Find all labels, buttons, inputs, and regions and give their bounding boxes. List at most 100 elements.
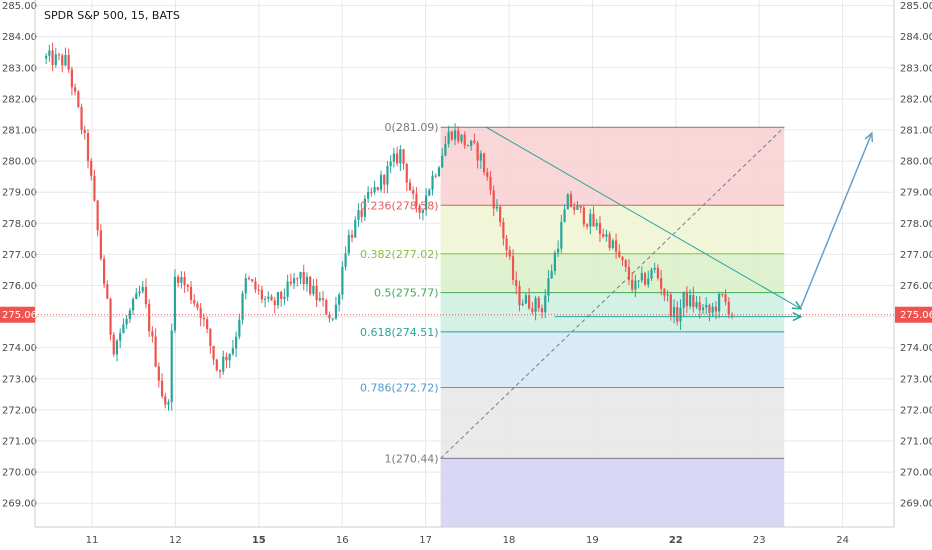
candle-body [247,278,251,280]
candle-body [640,273,643,281]
candle-body [218,370,222,372]
fib-level-label: 0.5(275.77) [374,287,439,300]
candle-body [254,281,257,290]
candle-body [144,287,148,305]
candle-body [392,153,395,162]
candle-body [64,55,67,66]
candle-body [93,175,96,201]
candle-body [544,295,547,313]
y-tick-label-left: 276.00 [2,281,37,292]
x-tick-label: 18 [503,535,516,546]
candle-body [231,348,234,354]
candle-body [302,271,305,285]
current-price-tag-right [895,306,932,323]
candle-body [373,187,376,193]
candle-body [270,296,273,301]
x-tick-label: 12 [169,535,182,546]
candle-body [669,294,672,317]
y-tick-label-right: 277.00 [900,250,932,261]
candle-body [131,298,135,311]
candle-body [453,130,457,140]
candle-body [727,301,730,315]
candle-body [492,190,495,209]
candle-body [412,190,415,194]
candle-body [215,359,218,371]
candle-body [421,210,424,213]
fib-trend-diagonal[interactable] [440,126,785,459]
candle-body [573,206,576,210]
candle-body [167,402,170,405]
candle-body [48,50,51,56]
candle-body [656,267,660,279]
candle-body [486,172,489,177]
candle-body [695,302,698,308]
candle-body [125,318,128,325]
candle-body [540,308,544,313]
fib-zone [440,292,785,332]
candle-body [357,210,360,221]
candle-body [489,176,492,191]
y-tick-label-right: 283.00 [900,63,932,74]
y-tick-label-left: 282.00 [2,94,37,105]
y-tick-label-right: 281.00 [900,126,932,137]
candle-body [463,134,466,146]
current-price-tag-left [0,306,35,323]
candle-body [228,353,231,361]
candle-body [360,210,363,217]
candle-body [135,293,138,299]
candle-body [547,278,550,296]
candle-body [718,293,721,312]
candle-body [634,280,637,290]
trendline-drawings[interactable] [440,126,874,459]
candle-body [376,187,379,190]
candle-body [428,189,431,196]
y-tick-label-left: 278.00 [2,219,37,230]
candle-body [602,234,605,237]
candle-body [505,238,508,251]
candle-body [119,333,122,341]
candle-body [106,284,109,299]
projection-arrow[interactable] [800,132,873,308]
candle-body [618,251,621,257]
fib-zone [440,331,785,388]
candle-body [379,174,383,190]
candle-body [202,317,206,320]
trendline[interactable] [485,126,802,310]
candle-body [434,175,437,177]
y-tick-label-left: 270.00 [2,468,37,479]
candle-body [283,296,286,299]
candle-body [614,240,618,252]
candle-body [189,286,193,301]
y-tick-label-right: 284.00 [900,32,932,43]
y-tick-label-left: 269.00 [2,499,37,510]
candle-body [396,153,399,164]
y-tick-label-right: 269.00 [900,499,932,510]
candle-body [386,166,389,185]
y-tick-label-right: 272.00 [900,405,932,416]
x-tick-label: 19 [586,535,599,546]
y-tick-label-right: 271.00 [900,437,932,448]
candle-body [83,129,86,134]
candle-body [650,269,653,279]
candle-body [621,256,624,261]
candle-body [347,234,350,254]
candle-body [263,298,267,300]
y-tick-label-right: 273.00 [900,374,932,385]
candle-body [57,54,61,56]
candle-body [241,293,244,320]
candle-body [692,295,695,308]
y-tick-label-left: 283.00 [2,63,37,74]
candle-body [45,55,48,59]
candle-body [299,271,302,279]
x-tick-label: 23 [753,535,766,546]
current-price-label-right: 275.06 [900,310,932,321]
current-price-label-left: 275.06 [2,310,37,321]
candle-body [160,380,164,397]
candle-body [550,271,553,279]
candle-body [276,292,280,306]
candle-body [479,153,482,161]
fibonacci-retracement[interactable] [440,126,785,527]
candle-body [557,248,560,253]
y-tick-label-right: 285.00 [900,1,932,12]
